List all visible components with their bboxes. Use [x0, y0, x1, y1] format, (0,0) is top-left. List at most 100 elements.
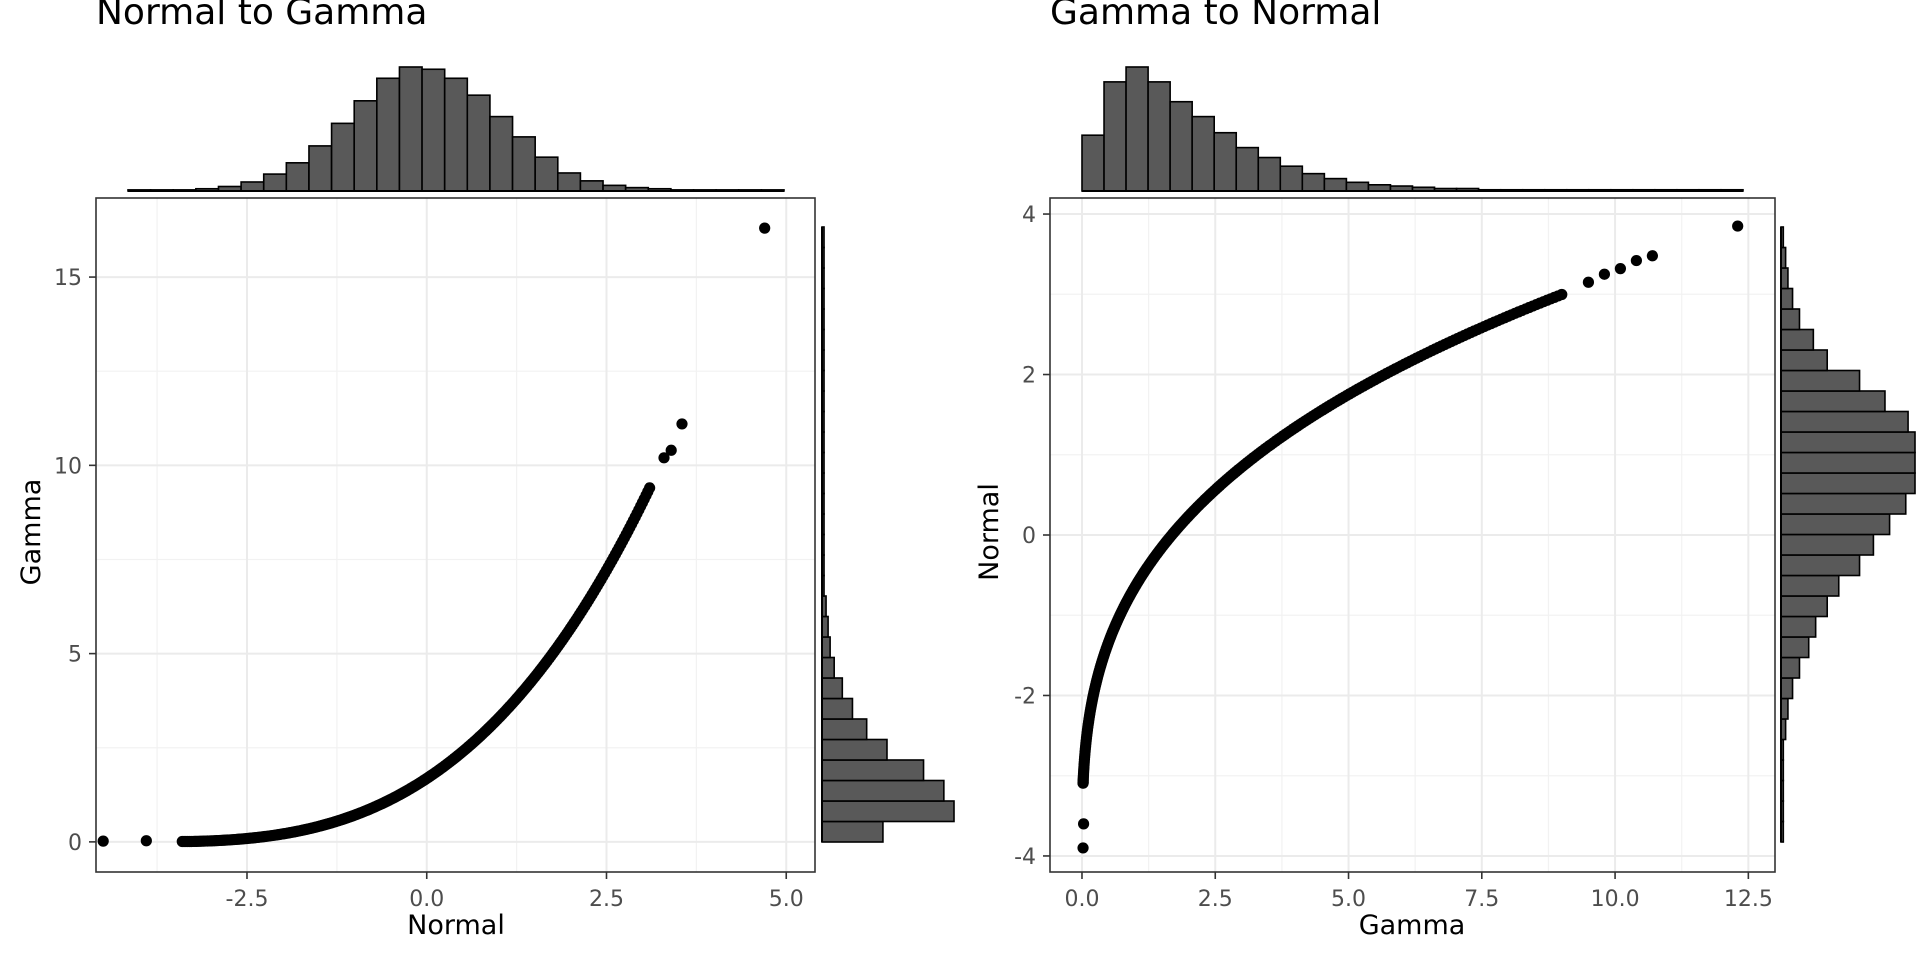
x-tick-label: 5.0: [1331, 887, 1366, 912]
histogram-bar: [1780, 287, 1794, 310]
histogram-bar: [1780, 410, 1909, 433]
y-tick-label: -2: [1014, 684, 1036, 709]
grid: [1050, 198, 1775, 872]
data-point: [1556, 288, 1568, 301]
data-point: [1614, 263, 1627, 275]
histogram-bar: [1279, 165, 1304, 192]
histogram-bar: [821, 779, 945, 802]
histogram-bar: [1780, 513, 1891, 536]
histogram-bar: [511, 136, 536, 192]
histogram-bar: [308, 145, 333, 192]
y-tick-label: 10: [54, 454, 82, 479]
marginal-y-histogram: [821, 226, 955, 843]
histogram-bar: [1780, 574, 1840, 597]
x-tick-label: 2.5: [1198, 887, 1233, 912]
histogram-bar: [1301, 172, 1326, 192]
y-axis: 0 5 10 15: [54, 266, 96, 856]
data-point: [140, 835, 152, 847]
scatter-points: [1077, 220, 1744, 854]
histogram-bar: [821, 820, 884, 843]
x-tick-label: 12.5: [1724, 887, 1773, 912]
y-tick-label: 5: [68, 643, 82, 668]
data-point: [1598, 268, 1611, 280]
grid: [96, 198, 815, 872]
histogram-bar: [1780, 677, 1794, 700]
histogram-bar: [1213, 131, 1238, 192]
histogram-bar: [1235, 146, 1260, 192]
histogram-bar: [1147, 81, 1171, 192]
histogram-bar: [1780, 308, 1801, 331]
x-tick-label: -2.5: [226, 887, 269, 912]
histogram-bar: [1780, 451, 1916, 474]
histogram-bar: [821, 677, 844, 700]
histogram-bar: [1780, 554, 1861, 577]
histogram-bar: [821, 697, 854, 720]
histogram-bar: [821, 738, 888, 761]
data-point: [1077, 842, 1089, 854]
x-tick-label: 0.0: [409, 887, 444, 912]
x-axis-title: Gamma: [1359, 910, 1466, 941]
histogram-bar: [1780, 267, 1789, 290]
histogram-bar: [262, 173, 288, 192]
y-axis: -4 -2 0 2 4: [1014, 203, 1050, 870]
data-point: [665, 444, 677, 456]
y-tick-label: 0: [68, 831, 82, 856]
chart-normal-to-gamma: Normal to Gamma -2.5 0.0 2.5 5.0 0 5 10 15 Nor…: [16, 0, 955, 941]
histogram-bar: [1081, 134, 1105, 192]
data-point: [658, 452, 670, 464]
histogram-bar: [1780, 615, 1817, 638]
histogram-bar: [534, 156, 559, 192]
histogram-bar: [443, 77, 469, 192]
histogram-bar: [1169, 100, 1193, 192]
histogram-bar: [1103, 81, 1127, 192]
histogram-bar: [330, 122, 356, 192]
x-axis: -2.5 0.0 2.5 5.0: [226, 872, 804, 912]
data-point: [1646, 250, 1658, 262]
histogram-bar: [1780, 697, 1789, 720]
x-tick-label: 5.0: [769, 887, 804, 912]
data-point: [1630, 254, 1642, 267]
chart-gamma-to-normal: Gamma to Normal 0.0 2.5 5.0 7.5 10.0 12.5 -4-…: [974, 0, 1916, 941]
y-axis-title: Normal: [974, 483, 1005, 581]
histogram-bar: [1780, 369, 1861, 392]
chart-title: Normal to Gamma: [96, 0, 427, 33]
histogram-bar: [821, 800, 955, 823]
histogram-bar: [398, 66, 423, 192]
histogram-bar: [285, 162, 310, 192]
histogram-bar: [240, 181, 265, 192]
histogram-bar: [1780, 328, 1815, 351]
histogram-bar: [821, 636, 831, 659]
x-tick-label: 2.5: [589, 887, 624, 912]
histogram-bar: [1780, 533, 1875, 556]
scatter-points: [97, 222, 771, 848]
histogram-bar: [466, 94, 491, 192]
x-tick-label: 7.5: [1464, 887, 1499, 912]
histogram-bar: [1780, 656, 1801, 679]
data-point: [1732, 220, 1744, 232]
marginal-x-histogram: [127, 66, 785, 192]
histogram-bar: [821, 759, 925, 782]
y-tick-label: -4: [1014, 845, 1036, 870]
x-axis: 0.0 2.5 5.0 7.5 10.0 12.5: [1064, 872, 1773, 912]
histogram-bar: [1780, 390, 1886, 413]
histogram-bar: [1257, 156, 1282, 192]
histogram-bar: [376, 77, 401, 192]
data-point: [644, 482, 656, 494]
data-point: [676, 418, 688, 430]
histogram-bar: [1323, 177, 1348, 192]
y-tick-label: 2: [1022, 364, 1036, 389]
histogram-bar: [556, 172, 582, 192]
histogram-bar: [1780, 472, 1916, 495]
chart-title: Gamma to Normal: [1050, 0, 1381, 33]
histogram-bar: [1780, 595, 1829, 618]
histogram-bar: [1345, 181, 1370, 192]
histogram-bar: [821, 656, 835, 679]
histogram-bar: [1780, 636, 1810, 659]
histogram-bar: [1780, 349, 1829, 372]
y-axis-title: Gamma: [16, 479, 47, 586]
data-point: [1077, 818, 1090, 830]
histogram-bar: [353, 100, 378, 192]
data-point: [1582, 276, 1595, 288]
marginal-y-histogram: [1780, 226, 1916, 843]
